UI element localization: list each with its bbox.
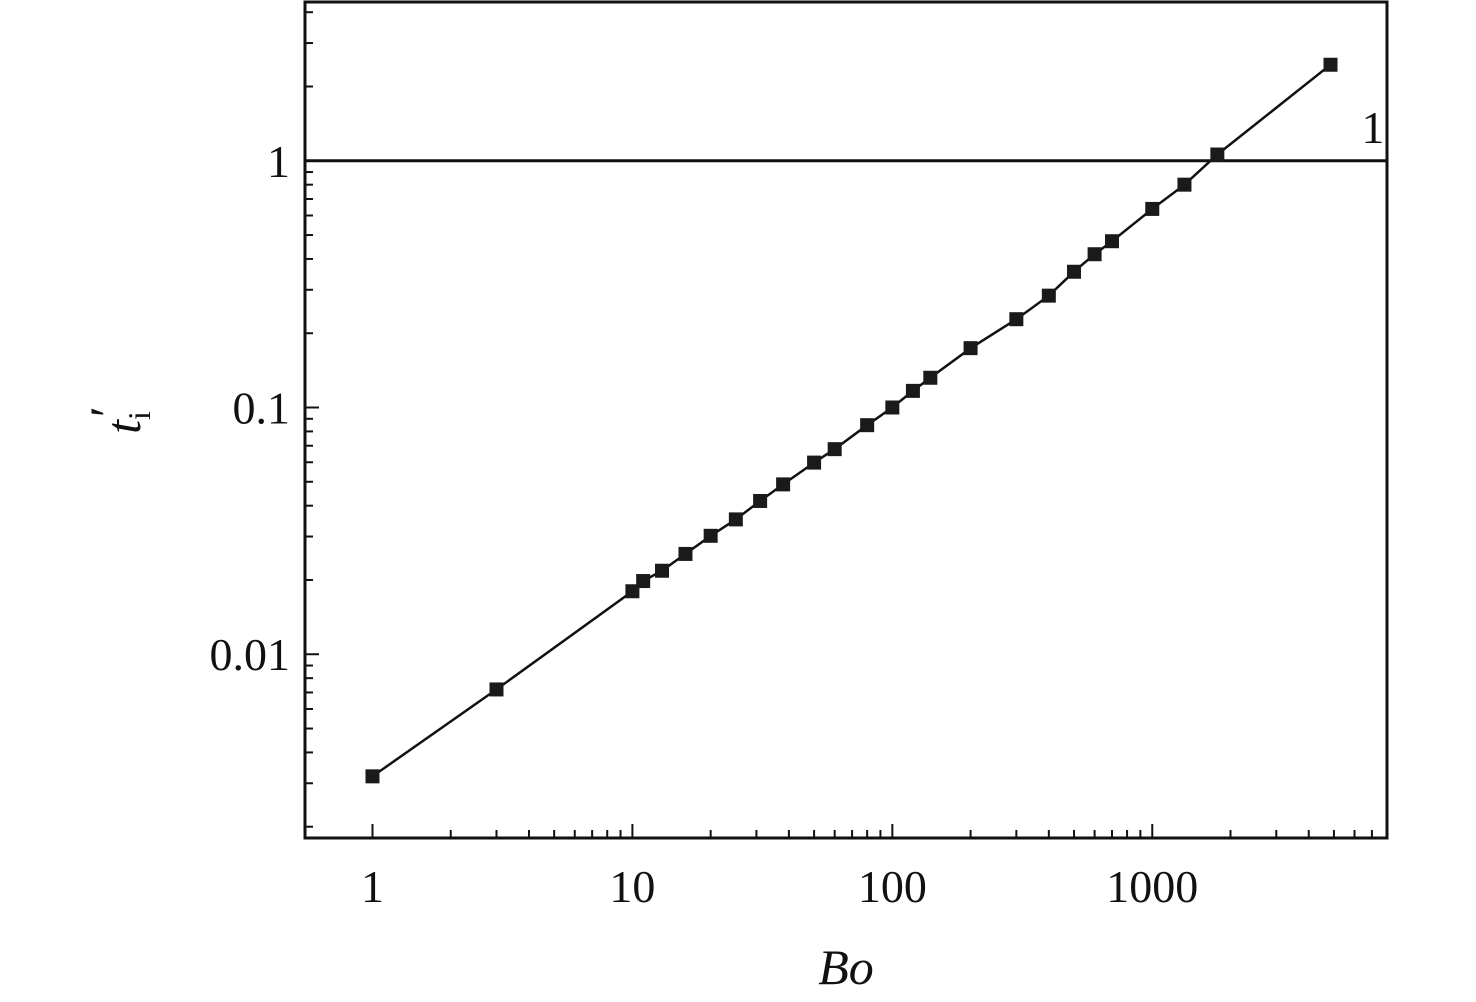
data-point — [923, 370, 938, 385]
data-point — [860, 418, 875, 433]
data-point — [827, 442, 842, 457]
data-point — [1041, 288, 1056, 303]
reference-line-label: 1 — [1362, 102, 1385, 153]
y-tick-label: 0.1 — [233, 383, 291, 434]
data-point — [489, 682, 504, 697]
markers-layer — [365, 57, 1338, 784]
data-point — [636, 574, 651, 589]
data-point — [963, 341, 978, 356]
data-point — [678, 546, 693, 561]
x-tick-label: 10 — [609, 861, 655, 912]
y-axis-title: ti′ — [79, 406, 157, 434]
data-point — [885, 400, 900, 415]
data-point — [655, 563, 670, 578]
y-axis-title-sub: i — [121, 411, 157, 420]
ticks-layer — [305, 11, 1388, 838]
data-point — [905, 383, 920, 398]
x-axis-title: Bo — [818, 939, 874, 995]
data-point — [807, 455, 822, 470]
data-point — [1067, 264, 1082, 279]
data-point — [728, 512, 743, 527]
series-layer — [371, 63, 1332, 778]
data-point — [625, 584, 640, 599]
data-point — [1177, 177, 1192, 192]
y-axis-title-prime: ′ — [79, 406, 135, 417]
x-tick-label: 100 — [858, 861, 927, 912]
data-point — [776, 477, 791, 492]
x-tick-label: 1000 — [1106, 861, 1198, 912]
y-axis-title-main: t — [95, 419, 151, 434]
data-point — [1009, 312, 1024, 327]
data-point — [1210, 147, 1225, 162]
plot-frame — [303, 0, 1389, 840]
y-tick-label: 0.01 — [210, 629, 291, 680]
tick-labels-layer: 1 10 100 1000 0.01 0.1 1 — [210, 136, 1199, 912]
data-point — [1145, 201, 1160, 216]
svg-text:ti′: ti′ — [79, 406, 157, 434]
data-point — [1323, 57, 1338, 72]
data-point — [365, 769, 380, 784]
data-point — [1105, 234, 1120, 249]
series-line — [371, 63, 1332, 778]
x-tick-label: 1 — [361, 861, 384, 912]
y-tick-label: 1 — [267, 136, 290, 187]
data-point — [703, 528, 718, 543]
data-point — [1087, 247, 1102, 262]
data-point — [753, 493, 768, 508]
